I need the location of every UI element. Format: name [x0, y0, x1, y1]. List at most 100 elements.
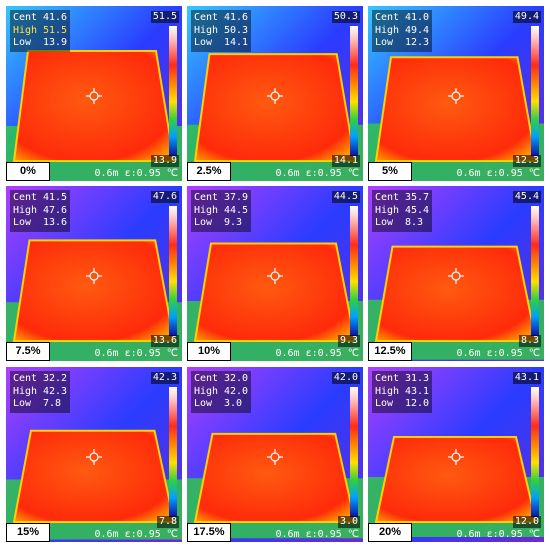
readout-value: 47.6 — [43, 204, 68, 216]
crosshair-icon — [86, 449, 102, 465]
setting-emis: ε:0.95 — [124, 168, 161, 179]
readout-label: High — [13, 24, 38, 36]
readout-label: High — [13, 385, 38, 397]
thermal-panel: Cent 35.7 High 45.4 Low 8.3 45.4 8.3 0.6m ε:0.95… — [368, 186, 544, 361]
color-scale-bar — [350, 387, 358, 517]
readout-label: High — [375, 24, 400, 36]
setting-unit: ℃ — [347, 529, 359, 540]
readout-label: Low — [13, 398, 32, 409]
readout-value: 12.0 — [405, 398, 430, 409]
scale-min-value: 12.3 — [512, 155, 541, 167]
readout-value: 51.5 — [43, 24, 68, 36]
readout-cent: Cent 37.9 — [194, 192, 248, 205]
readout-value: 41.6 — [43, 12, 68, 23]
readout-low: Low 13.9 — [13, 37, 67, 50]
readout-label: Cent — [194, 12, 219, 23]
thermal-panel: Cent 41.0 High 49.4 Low 12.3 49.4 12.3 0.6m ε:0.… — [368, 6, 544, 181]
readout-value: 35.7 — [405, 192, 430, 203]
readout-value: 13.6 — [43, 217, 68, 228]
setting-dist: 0.6m — [456, 348, 481, 359]
scale-min-value: 8.3 — [518, 335, 541, 347]
scale-max-value: 51.5 — [150, 11, 179, 23]
thermal-image — [6, 6, 182, 181]
setting-dist: 0.6m — [94, 168, 119, 179]
color-scale-bar — [169, 206, 177, 336]
thermal-image — [187, 186, 363, 361]
readout-label: Cent — [13, 12, 38, 23]
readout-label: Cent — [375, 12, 400, 23]
crosshair-icon — [86, 268, 102, 284]
readout-high: High 45.4 — [375, 205, 429, 218]
setting-unit: ℃ — [347, 168, 359, 179]
readout-label: Cent — [13, 192, 38, 203]
setting-emis: ε:0.95 — [124, 529, 161, 540]
crosshair-icon — [267, 268, 283, 284]
readout-low: Low 12.0 — [375, 398, 429, 411]
crosshair-icon — [267, 88, 283, 104]
setting-unit: ℃ — [166, 529, 178, 540]
scale-min-value: 13.6 — [150, 335, 179, 347]
readout-label: High — [194, 385, 219, 397]
temperature-readout: Cent 41.0 High 49.4 Low 12.3 — [372, 10, 433, 52]
scale-min-value: 13.9 — [150, 155, 179, 167]
readout-label: Cent — [194, 192, 219, 203]
scale-max-value: 42.0 — [331, 372, 360, 384]
readout-label: Low — [375, 217, 394, 228]
readout-label: High — [375, 204, 400, 216]
percentage-label: 12.5% — [368, 342, 412, 361]
color-scale-bar — [531, 206, 539, 336]
readout-cent: Cent 32.0 — [194, 373, 248, 386]
readout-value: 41.5 — [43, 192, 68, 203]
readout-value: 49.4 — [405, 24, 430, 36]
percentage-label: 17.5% — [187, 523, 231, 542]
readout-high: High 42.0 — [194, 386, 248, 399]
readout-value: 9.3 — [224, 217, 243, 228]
scale-min-value: 3.0 — [337, 516, 360, 528]
readout-value: 50.3 — [224, 24, 249, 36]
thermal-panel: Cent 32.0 High 42.0 Low 3.0 42.0 3.0 0.6m ε:0.95… — [187, 367, 363, 542]
setting-emis: ε:0.95 — [305, 348, 342, 359]
crosshair-icon — [267, 449, 283, 465]
color-scale-bar — [531, 26, 539, 156]
thermal-panel: Cent 37.9 High 44.5 Low 9.3 44.5 9.3 0.6m ε:0.95… — [187, 186, 363, 361]
camera-settings: 0.6m ε:0.95 ℃ — [456, 529, 540, 540]
setting-unit: ℃ — [528, 348, 540, 359]
setting-dist: 0.6m — [94, 348, 119, 359]
scale-max-value: 43.1 — [512, 372, 541, 384]
readout-low: Low 12.3 — [375, 37, 429, 50]
readout-label: Low — [194, 217, 213, 228]
readout-cent: Cent 41.6 — [194, 12, 248, 25]
temperature-readout: Cent 37.9 High 44.5 Low 9.3 — [191, 190, 252, 232]
temperature-readout: Cent 32.0 High 42.0 Low 3.0 — [191, 371, 252, 413]
readout-value: 13.9 — [43, 37, 68, 48]
readout-value: 3.0 — [224, 398, 243, 409]
temperature-readout: Cent 32.2 High 42.3 Low 7.8 — [10, 371, 71, 413]
temperature-readout: Cent 31.3 High 43.1 Low 12.0 — [372, 371, 433, 413]
readout-high: High 42.3 — [13, 386, 67, 399]
percentage-label: 2.5% — [187, 162, 231, 181]
scale-max-value: 50.3 — [331, 11, 360, 23]
readout-label: High — [194, 204, 219, 216]
readout-value: 32.2 — [43, 373, 68, 384]
setting-dist: 0.6m — [456, 529, 481, 540]
readout-low: Low 7.8 — [13, 398, 67, 411]
crosshair-icon — [86, 88, 102, 104]
readout-label: High — [375, 385, 400, 397]
percentage-label: 15% — [6, 523, 50, 542]
readout-label: Low — [375, 398, 394, 409]
percentage-label: 0% — [6, 162, 50, 181]
readout-value: 45.4 — [405, 204, 430, 216]
readout-value: 41.0 — [405, 12, 430, 23]
color-scale-bar — [169, 26, 177, 156]
setting-dist: 0.6m — [275, 168, 300, 179]
setting-unit: ℃ — [528, 529, 540, 540]
scale-min-value: 12.0 — [512, 516, 541, 528]
thermal-panel: Cent 41.6 High 51.5 Low 13.9 51.5 13.9 0.6m ε:0.… — [6, 6, 182, 181]
percentage-label: 10% — [187, 342, 231, 361]
setting-dist: 0.6m — [275, 348, 300, 359]
thermal-image — [368, 6, 544, 181]
thermal-panel: Cent 41.6 High 50.3 Low 14.1 50.3 14.1 0.6m ε:0.… — [187, 6, 363, 181]
thermal-image — [368, 186, 544, 361]
temperature-readout: Cent 35.7 High 45.4 Low 8.3 — [372, 190, 433, 232]
readout-label: Low — [194, 37, 213, 48]
